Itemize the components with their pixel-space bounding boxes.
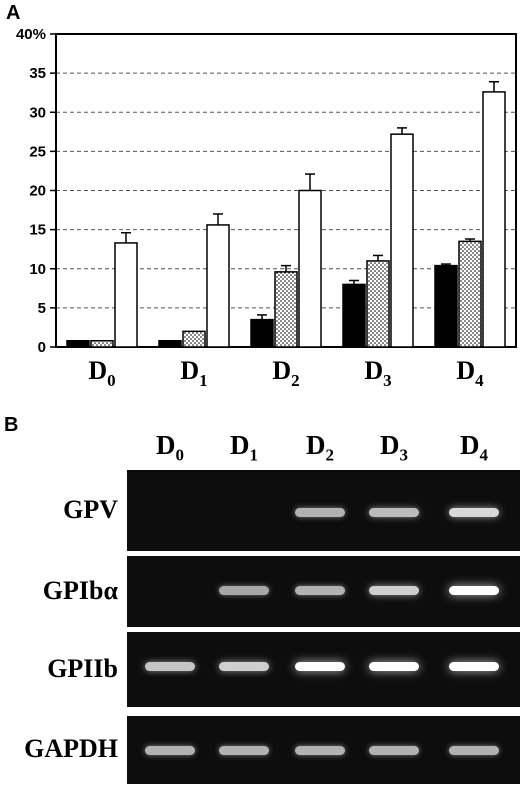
lane-label: D0: [156, 430, 184, 465]
gel-band: [295, 746, 345, 755]
bars: [66, 80, 506, 348]
bar: [114, 242, 138, 348]
panel-a-letter: A: [6, 2, 21, 24]
gel-row-label: GPIbα: [42, 575, 118, 605]
gel-band: [219, 662, 269, 671]
x-category-label: D4: [456, 356, 484, 390]
y-tick-label: 25: [29, 143, 46, 160]
gel-band: [295, 662, 345, 671]
bar: [366, 260, 390, 348]
x-category-label: D0: [88, 356, 115, 390]
bar: [390, 133, 414, 348]
bar: [298, 189, 322, 348]
bar: [206, 224, 230, 348]
bar: [458, 240, 482, 348]
gel-band: [449, 586, 499, 595]
gel-row-label: GPIIb: [47, 653, 118, 683]
y-tick-label: 20: [29, 183, 46, 200]
x-category-label: D2: [272, 356, 299, 390]
bar: [274, 271, 298, 348]
gel-strip: [127, 632, 520, 707]
y-tick-label: 40%: [16, 26, 46, 43]
bar: [434, 264, 458, 348]
y-tick-label: 30: [29, 104, 46, 121]
lane-label: D1: [230, 430, 258, 465]
gel-band: [449, 508, 499, 517]
bar: [250, 318, 274, 348]
bar: [158, 339, 182, 348]
y-tick-label: 35: [29, 65, 46, 82]
bar: [482, 91, 506, 348]
bar-chart: 0 5 10 15 20 25 30 35 40% D0 D1 D2 D3 D4: [16, 26, 517, 390]
gel-strip: [127, 470, 520, 551]
gel-band: [369, 746, 419, 755]
y-tick-label: 10: [29, 261, 46, 278]
gel-band: [449, 746, 499, 755]
gel-band: [369, 508, 419, 517]
gel-band: [369, 662, 419, 671]
lane-label: D3: [380, 430, 408, 465]
gel-band: [145, 662, 195, 671]
bar: [66, 339, 90, 348]
gel-band: [295, 508, 345, 517]
gel-band: [145, 746, 195, 755]
y-tick-label: 15: [29, 222, 46, 239]
panel-b-letter: B: [4, 414, 19, 436]
lane-label: D2: [306, 430, 334, 465]
gel-strip: [127, 716, 520, 784]
bar: [342, 283, 366, 348]
y-tick-label: 0: [38, 339, 46, 356]
gel-strip: [127, 556, 520, 627]
x-category-label: D1: [180, 356, 207, 390]
x-category-label: D3: [364, 356, 391, 390]
tick-labels: 0 5 10 15 20 25 30 35 40% D0 D1 D2 D3 D4: [16, 26, 484, 390]
gel-band: [219, 746, 269, 755]
gel-row-label: GAPDH: [24, 734, 118, 763]
lane-label: D4: [460, 430, 488, 465]
gel-band: [369, 586, 419, 595]
bar: [90, 339, 114, 348]
gel-band: [219, 586, 269, 595]
gel-row-label: GPV: [63, 494, 118, 524]
gel-band: [295, 586, 345, 595]
bar: [182, 330, 206, 348]
y-tick-label: 5: [38, 300, 46, 317]
gel-band: [449, 662, 499, 671]
